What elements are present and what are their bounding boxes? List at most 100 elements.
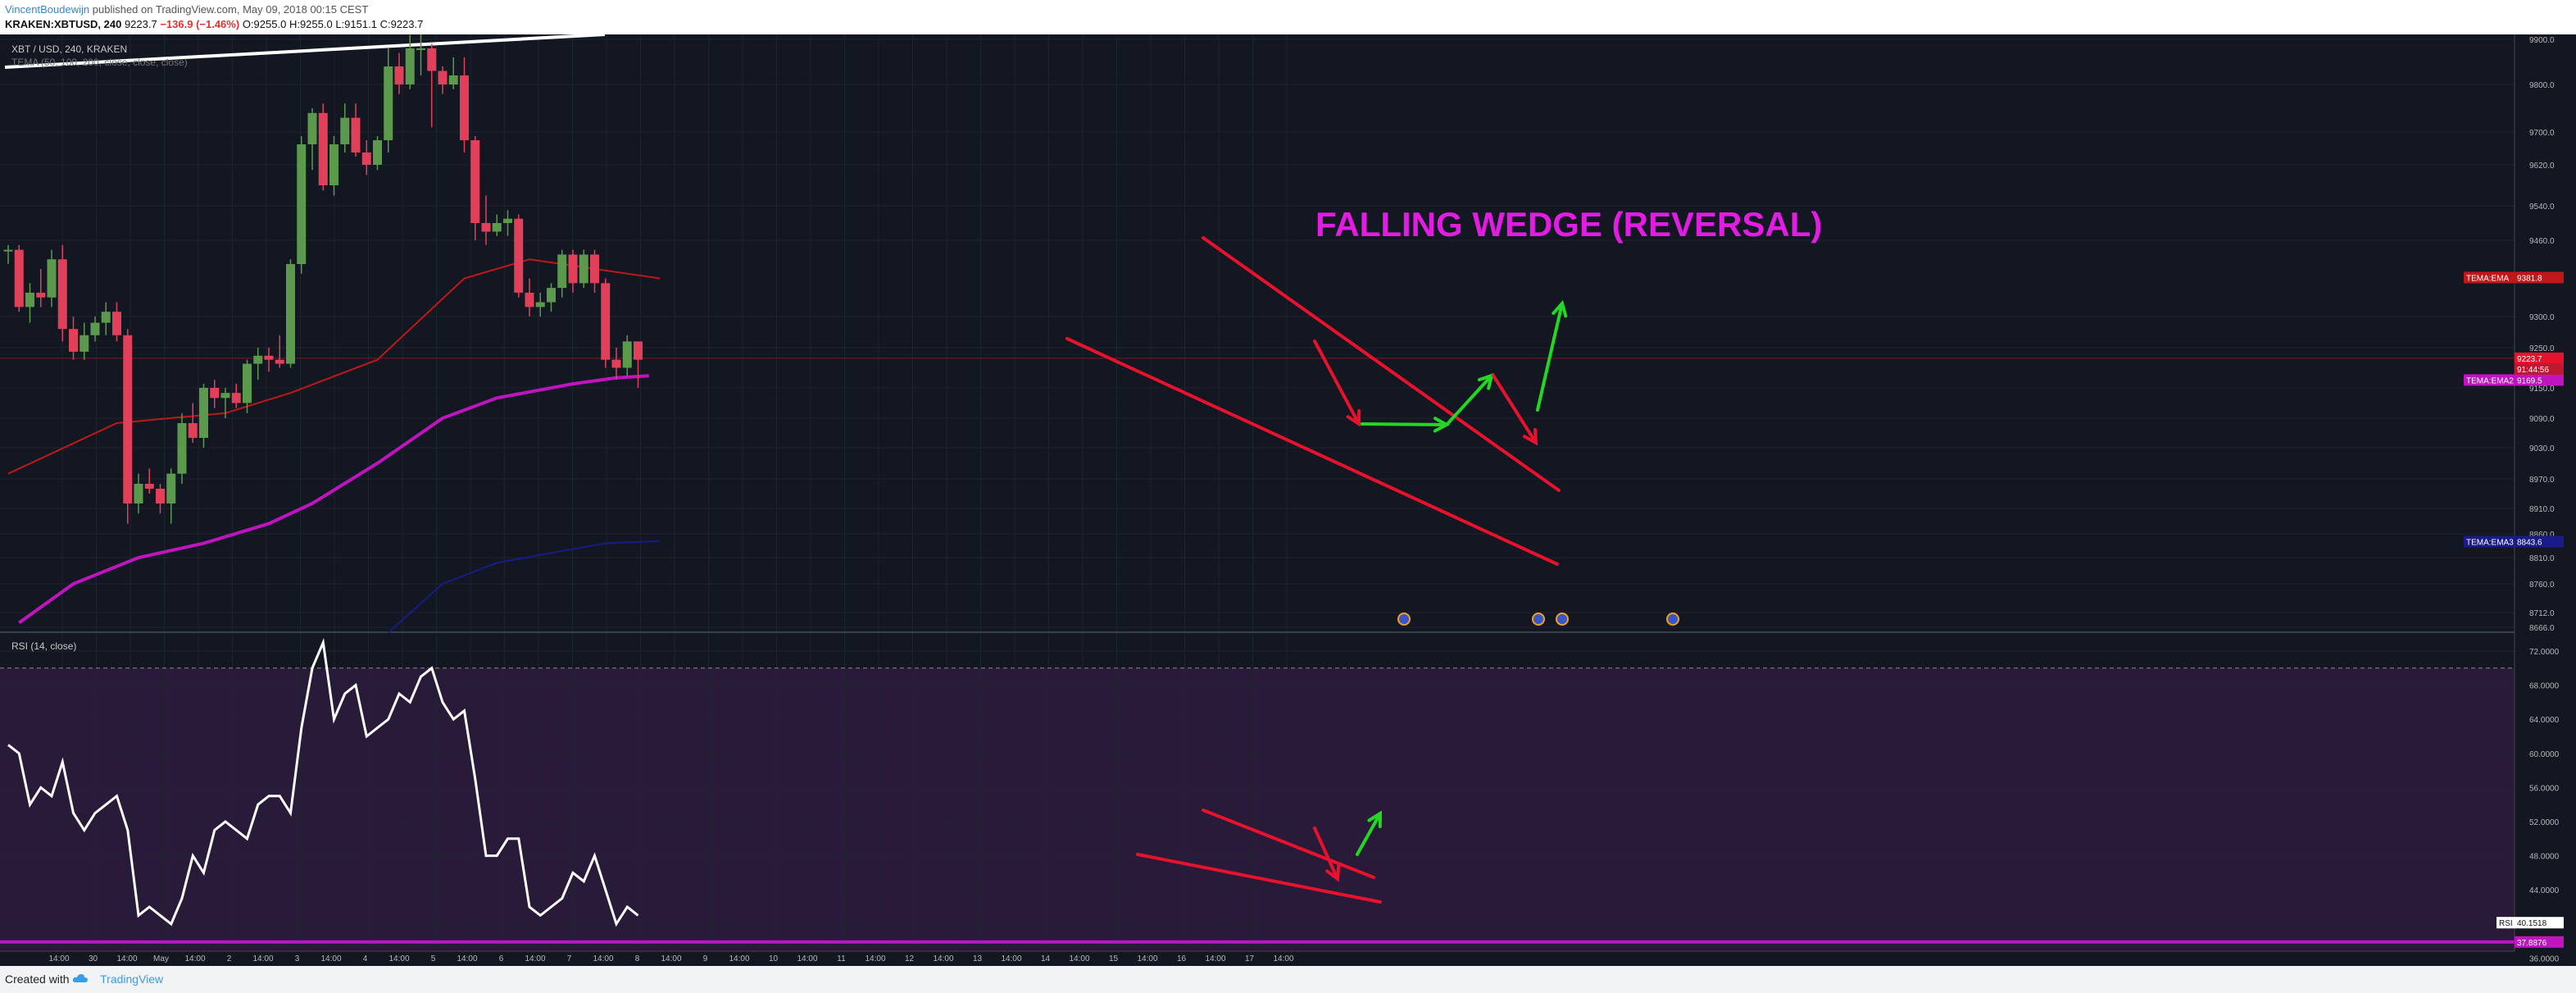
time-tick-label: 14:00: [525, 954, 545, 963]
annotations: [1065, 236, 1679, 904]
green-arrow-right: [1361, 422, 1448, 426]
chart-area[interactable]: 9900.0 9800.0 9700.0 9620.0 9540.0 9460.0 9300…: [0, 34, 2576, 966]
high-value: H:9255.0: [288, 18, 333, 30]
rsi-title: RSI (14, close): [11, 640, 76, 652]
candle-body: [80, 335, 89, 352]
chart-title: XBT / USD, 240, KRAKEN: [11, 43, 127, 55]
candle-body: [166, 473, 176, 503]
rsi-level-tag-bg: [2515, 936, 2564, 948]
wedge-upper-line: [1202, 236, 1561, 492]
event-marker: [1397, 613, 1411, 626]
candle-body: [503, 218, 512, 223]
candle-body: [340, 117, 350, 144]
price-tick-label: 9250.0: [2529, 344, 2555, 353]
price-tick-label: 9900.0: [2529, 36, 2555, 45]
time-tick-label: 5: [431, 954, 436, 963]
candle-body: [634, 341, 643, 360]
last-price-tag: 9223.7: [2517, 355, 2542, 364]
candle-body: [177, 423, 187, 474]
tema-tag-name-2: TEMA:EMA2: [2466, 376, 2514, 385]
rsi-red-arrow-head: [1325, 864, 1341, 882]
candle-body: [448, 75, 458, 84]
price-tick-label: 8970.0: [2529, 476, 2555, 485]
time-tick-label: 11: [837, 954, 846, 963]
rsi-tick-label: 64.0000: [2529, 716, 2560, 725]
rsi-wedge-upper-line: [1202, 809, 1375, 879]
candle-body: [351, 117, 361, 153]
candle-body: [611, 359, 621, 368]
countdown-tag: 91:44:56: [2517, 366, 2549, 375]
candle-body: [199, 388, 208, 438]
rsi-value-tag-bg: [2515, 917, 2564, 929]
candle-body: [264, 355, 274, 360]
candle-body: [394, 66, 404, 84]
rsi-green-arrow: [1356, 812, 1382, 856]
tradingview-link[interactable]: TradingView: [100, 973, 164, 986]
time-tick-label: 14:00: [593, 954, 613, 963]
price-tick-label: 8666.0: [2529, 624, 2555, 633]
candle-body: [579, 254, 588, 284]
time-tick-label: 10: [769, 954, 779, 963]
price-tick-label: 9090.0: [2529, 415, 2555, 424]
rsi-band: [0, 667, 2515, 966]
green-arrow-up: [1445, 374, 1493, 426]
countdown-tag-bg: [2515, 362, 2564, 375]
candle-body: [156, 489, 165, 503]
candle-body: [275, 359, 284, 364]
candle-body: [144, 484, 154, 489]
candle-body: [253, 355, 263, 364]
candle-body: [36, 292, 46, 298]
publish-line: VincentBoudewijn published on TradingVie…: [5, 2, 368, 17]
price-tick-label: 9150.0: [2529, 385, 2555, 394]
candle-body: [188, 423, 198, 438]
rsi-tick-label: 36.0000: [2529, 954, 2560, 963]
candle-body: [384, 66, 393, 140]
tema-tag-name-1: TEMA:EMA: [2466, 274, 2510, 283]
tema-tag-name-1-bg: [2464, 271, 2515, 284]
price-tick-label: 8712.0: [2529, 609, 2555, 618]
price-tick-label: 9540.0: [2529, 203, 2555, 212]
candle-body: [47, 259, 57, 298]
event-marker: [1532, 613, 1545, 626]
candle-body: [568, 254, 578, 284]
time-tick-label: 14:00: [1273, 954, 1293, 963]
candle-body: [601, 283, 611, 360]
candle-body: [231, 393, 241, 403]
last-price: 9223.7: [124, 18, 157, 30]
tema-line-3: [388, 540, 661, 634]
candle-body: [514, 218, 524, 293]
event-marker: [1556, 613, 1569, 626]
tema-tag-value-3: 8843.6: [2517, 539, 2542, 548]
time-axis-bg: [0, 951, 2515, 966]
low-value: L:9151.1: [335, 18, 377, 30]
price-tick-label: 8810.0: [2529, 554, 2555, 563]
tema-tag-value-1-bg: [2515, 271, 2564, 284]
price-tick-label: 8910.0: [2529, 505, 2555, 514]
candle-body: [112, 312, 121, 335]
author-link[interactable]: VincentBoudewijn: [5, 3, 90, 16]
rsi-red-arrow: [1313, 827, 1339, 881]
candle-body: [416, 48, 425, 50]
time-tick-label: 14:00: [1137, 954, 1157, 963]
candle-body: [492, 223, 502, 232]
symbol-line: KRAKEN:XBTUSD, 240 9223.7 −136.9 (−1.46%…: [5, 17, 423, 32]
price-tick-label: 9700.0: [2529, 129, 2555, 138]
candle-body: [243, 363, 252, 403]
price-pane: [0, 34, 2515, 634]
rsi-green-arrow-head: [1367, 810, 1383, 828]
time-tick-label: 14:00: [933, 954, 953, 963]
red-arrow-down-head: [1346, 409, 1361, 427]
time-tick-label: 14:00: [252, 954, 273, 963]
time-tick-label: 30: [89, 954, 98, 963]
time-tick-label: 4: [363, 954, 368, 963]
candle-body: [318, 112, 328, 185]
candle-body: [307, 112, 317, 144]
time-tick-label: 14:00: [116, 954, 137, 963]
rsi-name-tag: RSI: [2499, 919, 2513, 928]
price-change: −136.9 (−1.46%): [160, 18, 240, 30]
time-tick-label: 14:00: [184, 954, 205, 963]
red-arrow-down: [1313, 339, 1361, 426]
tema-line-2: [18, 374, 649, 625]
candle-body: [297, 144, 307, 265]
time-tick-label: 14:00: [797, 954, 817, 963]
